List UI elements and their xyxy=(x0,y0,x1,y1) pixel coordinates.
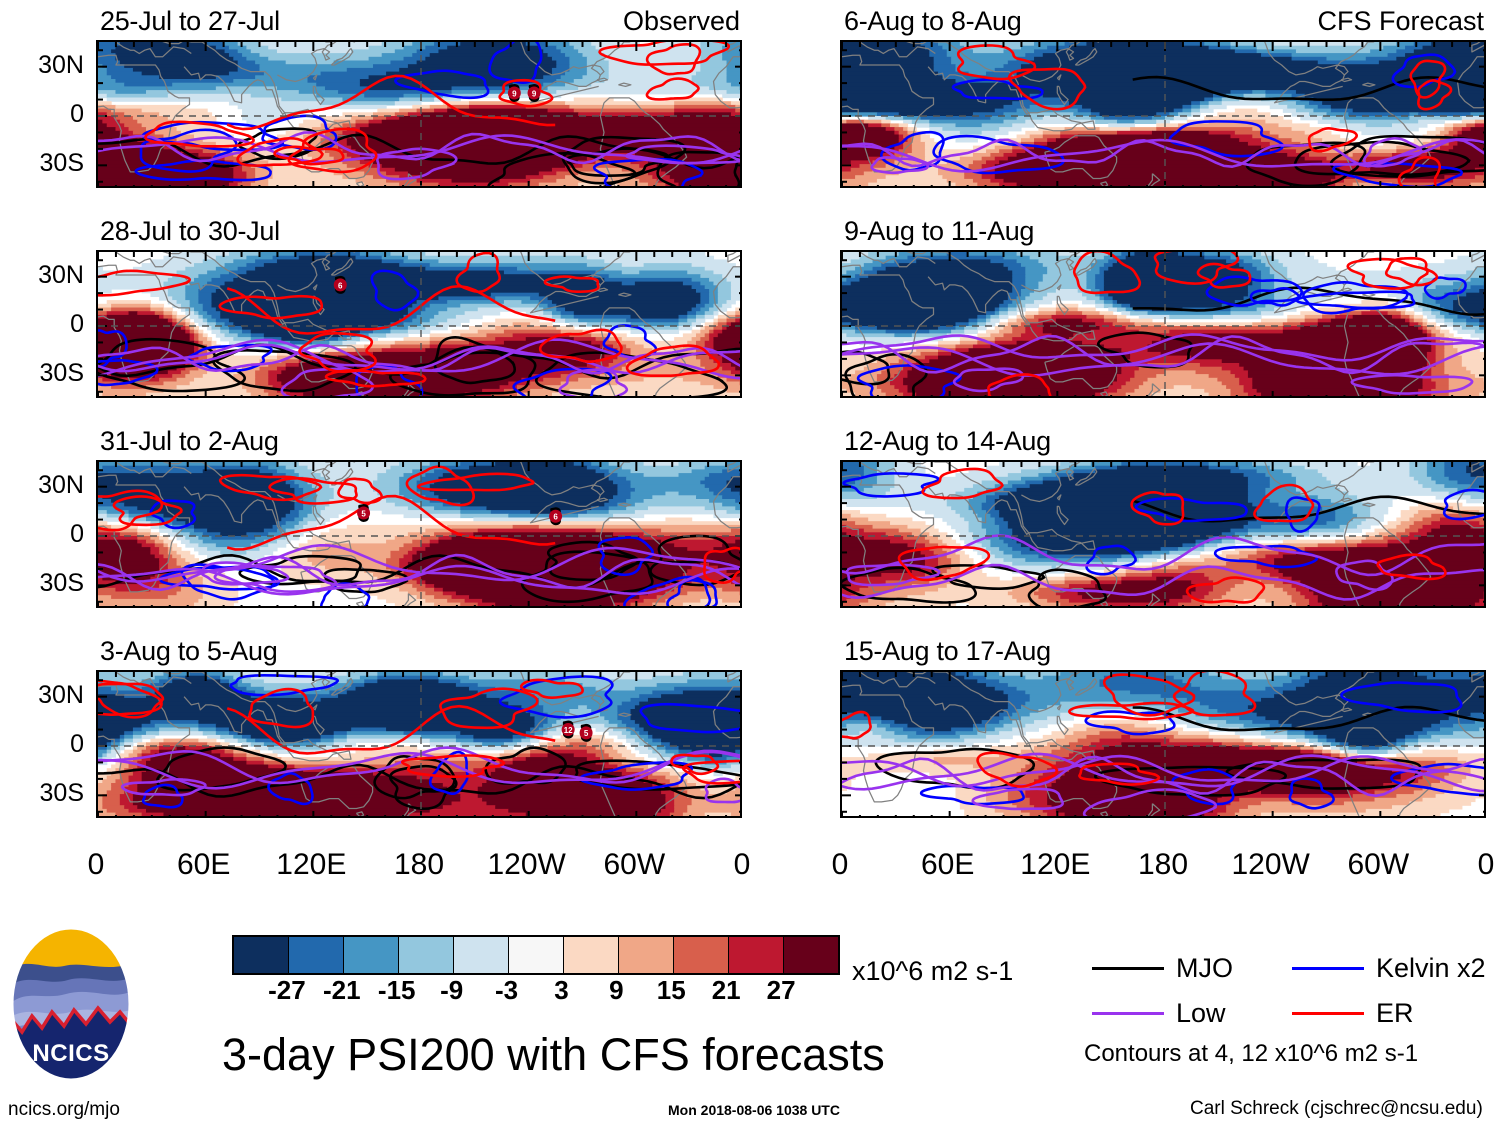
x-axis-label: 120W xyxy=(1231,848,1310,881)
colorbar-tick: 21 xyxy=(711,975,741,1005)
colorbar-swatch xyxy=(453,937,508,973)
legend-label-low: Low xyxy=(1176,998,1226,1028)
x-axis-label: 180 xyxy=(393,848,445,881)
svg-text:9: 9 xyxy=(532,89,537,98)
svg-text:6: 6 xyxy=(338,281,343,290)
colorbar-swatch xyxy=(398,937,453,973)
panel-title: 25-Jul to 27-Jul xyxy=(100,6,280,36)
observed-header: Observed xyxy=(622,6,740,36)
legend-label-kelvin: Kelvin x2 xyxy=(1376,953,1486,983)
logo-text: NCICS xyxy=(32,1040,109,1067)
x-axis-label: 60E xyxy=(920,848,975,881)
svg-text:5: 5 xyxy=(361,509,366,518)
colorbar-swatch xyxy=(673,937,728,973)
panel-title: 9-Aug to 11-Aug xyxy=(844,216,1035,246)
y-axis-label: 30N xyxy=(38,260,84,289)
map-6 xyxy=(840,250,1486,398)
figure-title: 3-day PSI200 with CFS forecasts xyxy=(222,1029,885,1080)
timestamp: Mon 2018-08-06 1038 UTC xyxy=(668,1102,840,1118)
svg-text:12: 12 xyxy=(564,726,573,735)
colorbar-swatch xyxy=(728,937,783,973)
y-axis-label: 0 xyxy=(70,310,84,338)
x-axis-labels-left: 0 60E 120E 180 120W 60W 0 xyxy=(88,848,751,882)
panel-title: 15-Aug to 17-Aug xyxy=(844,636,1051,666)
colorbar-swatch xyxy=(343,937,398,973)
x-axis-label: 60W xyxy=(603,848,666,881)
y-axis-label: 30S xyxy=(39,569,84,598)
y-axis-label: 0 xyxy=(70,100,84,128)
map-4: 12 5 xyxy=(96,670,742,818)
legend-item-mjo: MJO xyxy=(1092,955,1233,982)
colorbar-swatch xyxy=(234,937,288,973)
x-axis-label: 120E xyxy=(1020,848,1091,881)
colorbar-tick: -3 xyxy=(494,975,519,1005)
colorbar-tick-labels: -27 -21 -15 -9 -3 3 9 15 21 27 xyxy=(232,977,836,1005)
x-axis-label: 0 xyxy=(1477,848,1495,881)
colorbar-units: x10^6 m2 s-1 xyxy=(852,956,1014,986)
colorbar-tick: -9 xyxy=(440,975,464,1005)
x-axis-label: 120E xyxy=(276,848,347,881)
colorbar-tick: 3 xyxy=(554,975,569,1005)
x-axis-labels-right: 0 60E 120E 180 120W 60W 0 xyxy=(832,848,1495,882)
legend-swatch-low xyxy=(1092,1012,1164,1015)
legend-swatch-kelvin xyxy=(1292,967,1364,970)
colorbar-tick: -15 xyxy=(377,975,416,1005)
site-link[interactable]: ncics.org/mjo xyxy=(8,1099,120,1120)
cfs-forecast-header: CFS Forecast xyxy=(1317,6,1484,36)
x-axis-label: 0 xyxy=(733,848,751,881)
legend-item-er: ER xyxy=(1292,1000,1414,1027)
colorbar-tick: -27 xyxy=(268,975,306,1005)
colorbar-tick: 15 xyxy=(656,975,686,1005)
map-8 xyxy=(840,670,1486,818)
y-axis-label: 30N xyxy=(38,680,84,709)
y-axis-label: 30N xyxy=(38,50,84,79)
panel-title: 3-Aug to 5-Aug xyxy=(100,636,278,666)
colorbar-swatch xyxy=(288,937,343,973)
colorbar-tick: -21 xyxy=(323,975,361,1005)
colorbar xyxy=(232,935,840,975)
x-axis-label: 60E xyxy=(176,848,231,881)
colorbar-swatch xyxy=(563,937,618,973)
legend-label-mjo: MJO xyxy=(1176,953,1233,983)
panel-title: 12-Aug to 14-Aug xyxy=(844,426,1051,456)
legend-item-kelvin: Kelvin x2 xyxy=(1292,955,1486,982)
legend-swatch-mjo xyxy=(1092,967,1164,970)
panel-title: 31-Jul to 2-Aug xyxy=(100,426,279,456)
legend-swatch-er xyxy=(1292,1012,1364,1015)
colorbar-swatch xyxy=(618,937,673,973)
colorbar-tick: 9 xyxy=(609,975,624,1005)
colorbar-tick: 27 xyxy=(766,975,796,1005)
x-axis-label: 0 xyxy=(831,848,849,881)
panel-title: 28-Jul to 30-Jul xyxy=(100,216,280,246)
y-axis-label: 30N xyxy=(38,470,84,499)
svg-text:5: 5 xyxy=(584,729,589,738)
colorbar-swatch xyxy=(508,937,563,973)
contour-note: Contours at 4, 12 x10^6 m2 s-1 xyxy=(1084,1040,1419,1067)
y-axis-label: 30S xyxy=(39,359,84,388)
y-axis-label: 0 xyxy=(70,730,84,758)
legend-label-er: ER xyxy=(1376,998,1414,1028)
y-axis-label: 30S xyxy=(39,779,84,808)
legend-item-low: Low xyxy=(1092,1000,1226,1027)
x-axis-label: 120W xyxy=(487,848,566,881)
x-axis-label: 0 xyxy=(87,848,105,881)
colorbar-swatch xyxy=(783,937,838,973)
y-axis-label: 0 xyxy=(70,520,84,548)
map-7 xyxy=(840,460,1486,608)
panel-title: 6-Aug to 8-Aug xyxy=(844,6,1022,36)
map-2: 6 xyxy=(96,250,742,398)
svg-text:6: 6 xyxy=(553,513,558,522)
x-axis-label: 60W xyxy=(1347,848,1410,881)
y-axis-label: 30S xyxy=(39,149,84,178)
x-axis-label: 180 xyxy=(1137,848,1189,881)
credit-text: Carl Schreck (cjschrec@ncsu.edu) xyxy=(1190,1098,1483,1119)
ncics-logo: NCICS xyxy=(12,928,130,1080)
svg-text:9: 9 xyxy=(512,89,517,98)
map-5 xyxy=(840,40,1486,188)
